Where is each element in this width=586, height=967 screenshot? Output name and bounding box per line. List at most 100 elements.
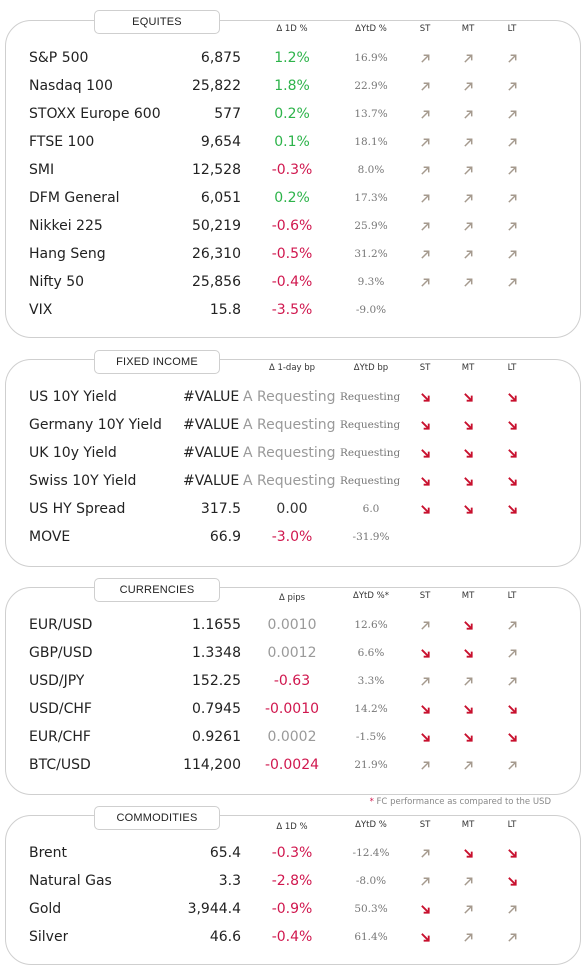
daily-change: -0.5% bbox=[271, 246, 313, 262]
ytd-change: 18.1% bbox=[354, 136, 388, 148]
table-row: MOVE 66.9 -3.0% -31.9% bbox=[0, 523, 586, 551]
ytd-change: 21.9% bbox=[354, 759, 388, 771]
daily-change: -3.5% bbox=[271, 302, 313, 318]
st-trend-up-right-arrow bbox=[417, 617, 433, 633]
mt-trend-down-right-arrow bbox=[460, 701, 476, 717]
ytd-change: Requesting bbox=[340, 391, 400, 403]
daily-change: -0.0010 bbox=[264, 701, 320, 717]
instrument-name: Natural Gas bbox=[29, 873, 112, 889]
st-trend-up-right-arrow bbox=[417, 246, 433, 262]
instrument-name: EUR/CHF bbox=[29, 729, 91, 745]
equities-header-ytd: ΔYtD % bbox=[355, 24, 387, 34]
instrument-name: Nifty 50 bbox=[29, 274, 85, 290]
instrument-value: 26,310 bbox=[192, 246, 241, 262]
lt-trend-up-right-arrow bbox=[504, 106, 520, 122]
lt-trend-down-right-arrow bbox=[504, 729, 520, 745]
mt-trend-up-right-arrow bbox=[460, 929, 476, 945]
lt-trend-down-right-arrow bbox=[504, 445, 520, 461]
commodities-header-st: ST bbox=[419, 820, 431, 830]
lt-trend-up-right-arrow bbox=[504, 134, 520, 150]
mt-trend-up-right-arrow bbox=[460, 218, 476, 234]
daily-change: -0.6% bbox=[271, 218, 313, 234]
lt-trend-down-right-arrow bbox=[504, 845, 520, 861]
table-row: S&P 500 6,875 1.2% 16.9% bbox=[0, 44, 586, 72]
ytd-change: Requesting bbox=[340, 419, 400, 431]
table-row: Hang Seng 26,310 -0.5% 31.2% bbox=[0, 240, 586, 268]
instrument-value: 577 bbox=[214, 106, 241, 122]
ytd-change: -12.4% bbox=[352, 847, 390, 859]
lt-trend-up-right-arrow bbox=[504, 50, 520, 66]
instrument-name: Gold bbox=[29, 901, 62, 917]
table-row: Gold 3,944.4 -0.9% 50.3% bbox=[0, 895, 586, 923]
lt-trend-up-right-arrow bbox=[504, 246, 520, 262]
lt-trend-down-right-arrow bbox=[504, 473, 520, 489]
instrument-name: MOVE bbox=[29, 529, 71, 545]
instrument-name: Nikkei 225 bbox=[29, 218, 103, 234]
instrument-name: GBP/USD bbox=[29, 645, 93, 661]
table-row: US HY Spread 317.5 0.00 6.0 bbox=[0, 495, 586, 523]
daily-change: A Requesting D bbox=[243, 389, 341, 405]
mt-trend-up-right-arrow bbox=[460, 162, 476, 178]
ytd-change: 8.0% bbox=[357, 164, 385, 176]
st-trend-down-right-arrow bbox=[417, 473, 433, 489]
st-trend-down-right-arrow bbox=[417, 701, 433, 717]
equities-panel bbox=[5, 20, 581, 338]
mt-trend-down-right-arrow bbox=[460, 645, 476, 661]
commodities-header-mt: MT bbox=[461, 820, 475, 830]
currencies-header-lt: LT bbox=[507, 591, 517, 601]
table-row: Nifty 50 25,856 -0.4% 9.3% bbox=[0, 268, 586, 296]
instrument-name: USD/JPY bbox=[29, 673, 85, 689]
instrument-value: 6,051 bbox=[200, 190, 241, 206]
instrument-value: #VALUE! bbox=[183, 473, 241, 489]
daily-change: A Requesting D bbox=[243, 445, 341, 461]
ytd-change: -31.9% bbox=[352, 531, 390, 543]
table-row: VIX 15.8 -3.5% -9.0% bbox=[0, 296, 586, 324]
table-row: USD/CHF 0.7945 -0.0010 14.2% bbox=[0, 695, 586, 723]
table-row: Germany 10Y Yield #VALUE! A Requesting D Re… bbox=[0, 411, 586, 439]
ytd-change: -9.0% bbox=[355, 304, 387, 316]
table-row: FTSE 100 9,654 0.1% 18.1% bbox=[0, 128, 586, 156]
daily-change: A Requesting D bbox=[243, 417, 341, 433]
lt-trend-up-right-arrow bbox=[504, 218, 520, 234]
instrument-name: US HY Spread bbox=[29, 501, 126, 517]
table-row: Swiss 10Y Yield #VALUE! A Requesting D Requ… bbox=[0, 467, 586, 495]
footnote-star: * bbox=[369, 797, 374, 807]
instrument-name: EUR/USD bbox=[29, 617, 93, 633]
table-row: GBP/USD 1.3348 0.0012 6.6% bbox=[0, 639, 586, 667]
currencies-header-mt: MT bbox=[461, 591, 475, 601]
st-trend-up-right-arrow bbox=[417, 50, 433, 66]
instrument-name: Brent bbox=[29, 845, 68, 861]
ytd-change: 3.3% bbox=[357, 675, 385, 687]
instrument-name: FTSE 100 bbox=[29, 134, 95, 150]
daily-change: -0.0024 bbox=[264, 757, 320, 773]
mt-trend-down-right-arrow bbox=[460, 617, 476, 633]
instrument-value: 1.3348 bbox=[192, 645, 241, 661]
table-row: Nikkei 225 50,219 -0.6% 25.9% bbox=[0, 212, 586, 240]
daily-change: 0.2% bbox=[274, 190, 310, 206]
lt-trend-up-right-arrow bbox=[504, 757, 520, 773]
daily-change: 0.1% bbox=[274, 134, 310, 150]
instrument-value: 12,528 bbox=[192, 162, 241, 178]
instrument-name: US 10Y Yield bbox=[29, 389, 117, 405]
instrument-value: 152.25 bbox=[192, 673, 241, 689]
instrument-value: 46.6 bbox=[209, 929, 241, 945]
equities-header-st: ST bbox=[419, 24, 431, 34]
ytd-change: Requesting bbox=[340, 447, 400, 459]
instrument-name: USD/CHF bbox=[29, 701, 92, 717]
mt-trend-down-right-arrow bbox=[460, 845, 476, 861]
ytd-change: Requesting bbox=[340, 475, 400, 487]
table-row: USD/JPY 152.25 -0.63 3.3% bbox=[0, 667, 586, 695]
mt-trend-down-right-arrow bbox=[460, 445, 476, 461]
st-trend-up-right-arrow bbox=[417, 845, 433, 861]
instrument-name: S&P 500 bbox=[29, 50, 89, 66]
daily-change: -0.3% bbox=[271, 845, 313, 861]
lt-trend-up-right-arrow bbox=[504, 274, 520, 290]
mt-trend-down-right-arrow bbox=[460, 389, 476, 405]
mt-trend-up-right-arrow bbox=[460, 78, 476, 94]
instrument-name: Swiss 10Y Yield bbox=[29, 473, 137, 489]
ytd-change: 13.7% bbox=[354, 108, 388, 120]
table-row: Brent 65.4 -0.3% -12.4% bbox=[0, 839, 586, 867]
commodities-tab: COMMODITIES bbox=[94, 806, 220, 830]
lt-trend-down-right-arrow bbox=[504, 701, 520, 717]
table-row: Natural Gas 3.3 -2.8% -8.0% bbox=[0, 867, 586, 895]
